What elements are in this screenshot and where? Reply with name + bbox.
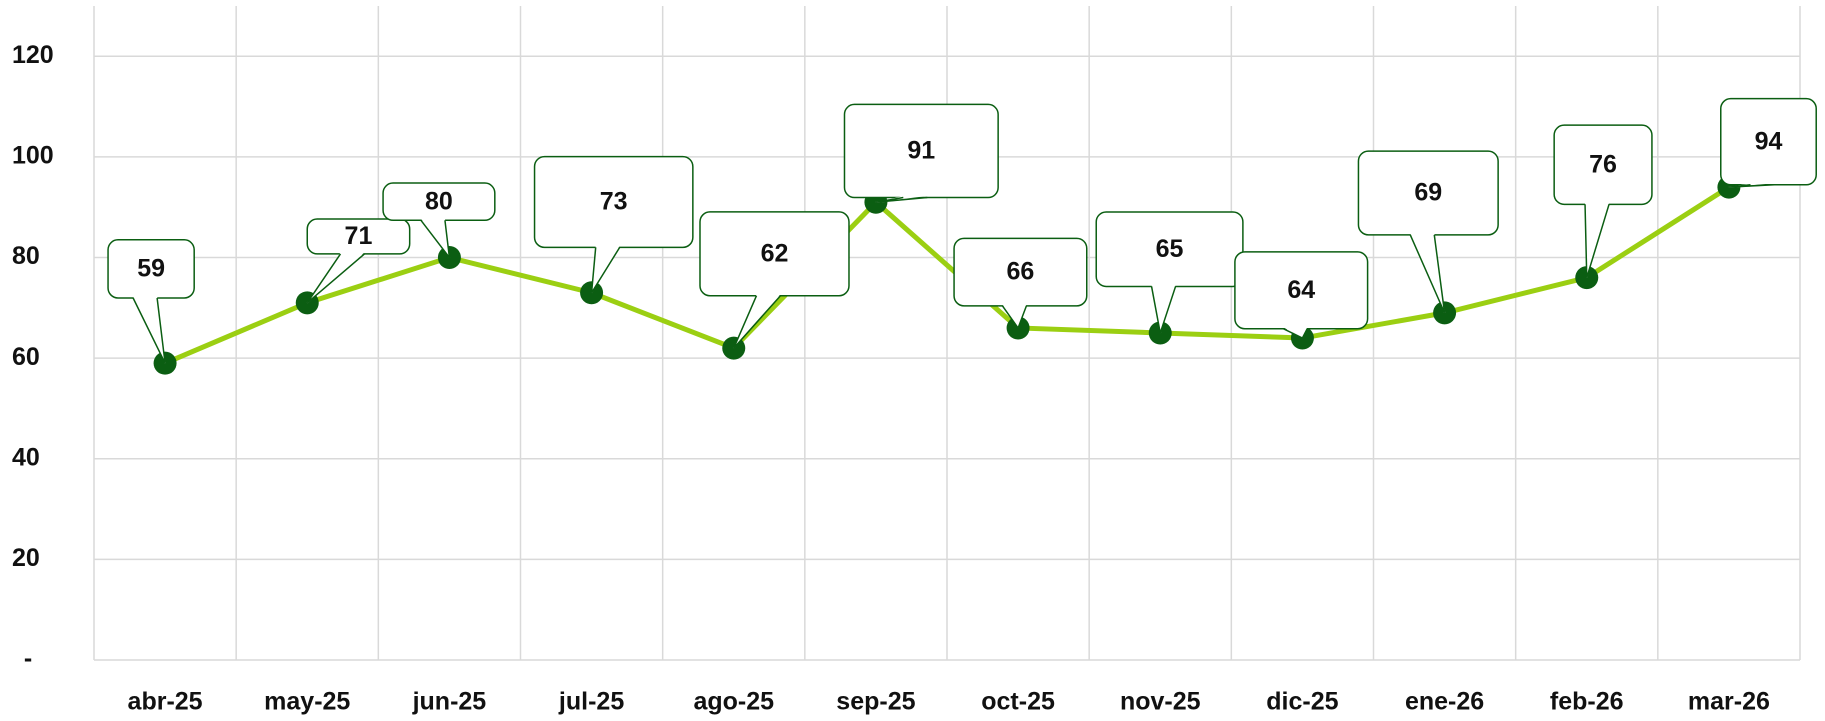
- callout-pointer: [875, 196, 928, 203]
- callout-pointer: [1728, 184, 1775, 188]
- callout-pointer-fill: [1002, 304, 1027, 328]
- x-tick-label: mar-26: [1688, 688, 1770, 716]
- x-tick-label: may-25: [264, 688, 350, 716]
- callout-pointer: [1409, 234, 1446, 314]
- data-callout: 94: [1720, 97, 1817, 188]
- data-callout: 64: [1234, 251, 1369, 340]
- y-tick-label: -: [24, 645, 32, 673]
- data-label: 71: [345, 222, 373, 250]
- data-callout: 66: [953, 237, 1088, 330]
- x-tick-label: ago-25: [693, 688, 774, 716]
- x-tick-label: nov-25: [1120, 688, 1201, 716]
- callout-pointer: [420, 219, 451, 261]
- data-callout: 80: [382, 182, 496, 261]
- data-callout: 62: [699, 211, 850, 349]
- callout-pointer: [590, 246, 621, 294]
- callout-pointer: [1584, 204, 1610, 278]
- data-label: 62: [761, 239, 789, 267]
- y-tick-label: 20: [12, 544, 40, 572]
- callout-pointer: [1282, 328, 1308, 340]
- data-label: 65: [1156, 235, 1184, 263]
- data-label: 80: [425, 187, 453, 215]
- callout-pointer-fill: [1151, 284, 1176, 333]
- data-callout: 76: [1553, 124, 1653, 278]
- line: [164, 184, 1731, 366]
- y-tick-label: 60: [12, 343, 40, 371]
- data-callout: 91: [843, 103, 999, 203]
- data-callout: 69: [1357, 150, 1499, 314]
- y-tick-label: 80: [12, 242, 40, 270]
- data-label: 94: [1755, 127, 1783, 155]
- x-tick-label: sep-25: [836, 688, 915, 716]
- data-label: 69: [1414, 179, 1442, 207]
- x-tick-label: jul-25: [558, 688, 624, 716]
- data-label: 76: [1589, 150, 1617, 178]
- callout-pointer: [733, 295, 782, 349]
- x-tick-label: jun-25: [412, 688, 487, 716]
- data-callout: 73: [533, 155, 694, 294]
- data-label: 66: [1007, 258, 1035, 286]
- x-tick-label: abr-25: [128, 688, 203, 716]
- data-label: 73: [600, 188, 628, 216]
- data-label: 59: [137, 255, 165, 283]
- data-label: 64: [1287, 276, 1315, 304]
- x-tick-label: dic-25: [1266, 688, 1338, 716]
- callout-pointer: [306, 253, 365, 304]
- data-label: 91: [907, 137, 935, 165]
- x-tick-label: ene-26: [1405, 688, 1484, 716]
- data-callout: 71: [306, 218, 411, 304]
- callout-pointer: [132, 297, 166, 364]
- y-tick-label: 40: [12, 443, 40, 471]
- y-tick-label: 120: [12, 41, 54, 69]
- data-callout: 59: [107, 239, 195, 364]
- callout-pointer: [1001, 305, 1028, 330]
- data-callout: 65: [1095, 211, 1244, 334]
- callout-pointer-fill: [1283, 327, 1308, 339]
- x-tick-label: oct-25: [981, 688, 1055, 716]
- x-tick-label: feb-26: [1550, 688, 1624, 716]
- y-tick-label: 100: [12, 142, 54, 170]
- callout-pointer: [1150, 286, 1177, 334]
